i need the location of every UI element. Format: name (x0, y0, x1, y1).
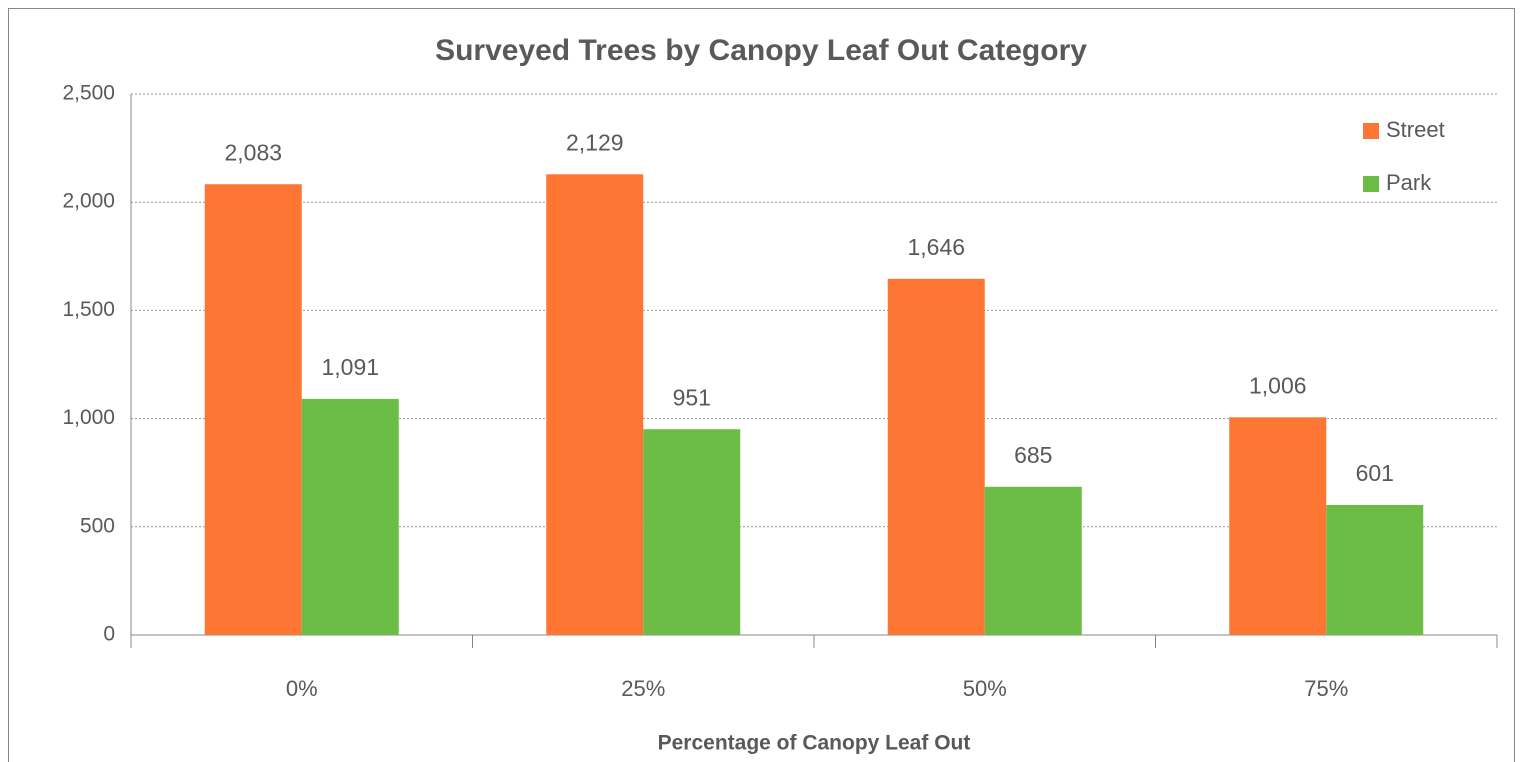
y-tick-label: 2,000 (62, 190, 115, 213)
value-label: 951 (673, 384, 711, 410)
y-tick-label: 2,500 (62, 82, 115, 105)
bar (643, 429, 741, 635)
bar (984, 486, 1082, 635)
y-tick-label: 1,500 (62, 298, 115, 321)
value-label: 1,091 (321, 354, 379, 380)
legend-swatch (1363, 176, 1379, 192)
x-tick-label: 75% (1304, 676, 1348, 701)
bar (546, 174, 644, 635)
y-tick-label: 1,000 (62, 406, 115, 429)
legend-label: Park (1386, 170, 1432, 195)
bar (1326, 504, 1424, 635)
value-label: 685 (1014, 442, 1052, 468)
value-label: 1,006 (1249, 372, 1307, 398)
x-tick-label: 25% (621, 676, 665, 701)
chart-border (8, 8, 1515, 762)
y-tick-label: 0 (103, 623, 115, 646)
chart-title: Surveyed Trees by Canopy Leaf Out Catego… (435, 34, 1087, 67)
legend-label: Street (1386, 117, 1445, 142)
x-tick-label: 0% (286, 676, 318, 701)
value-label: 2,083 (224, 139, 282, 165)
y-tick-label: 500 (80, 514, 115, 537)
value-label: 1,646 (907, 234, 965, 260)
legend-swatch (1363, 123, 1379, 139)
bar (301, 398, 399, 635)
x-axis-title: Percentage of Canopy Leaf Out (658, 732, 971, 755)
x-tick-label: 50% (963, 676, 1007, 701)
bar (1229, 417, 1327, 635)
value-label: 2,129 (566, 129, 624, 155)
bar (887, 278, 985, 635)
bar (204, 184, 302, 635)
value-label: 601 (1356, 460, 1394, 486)
